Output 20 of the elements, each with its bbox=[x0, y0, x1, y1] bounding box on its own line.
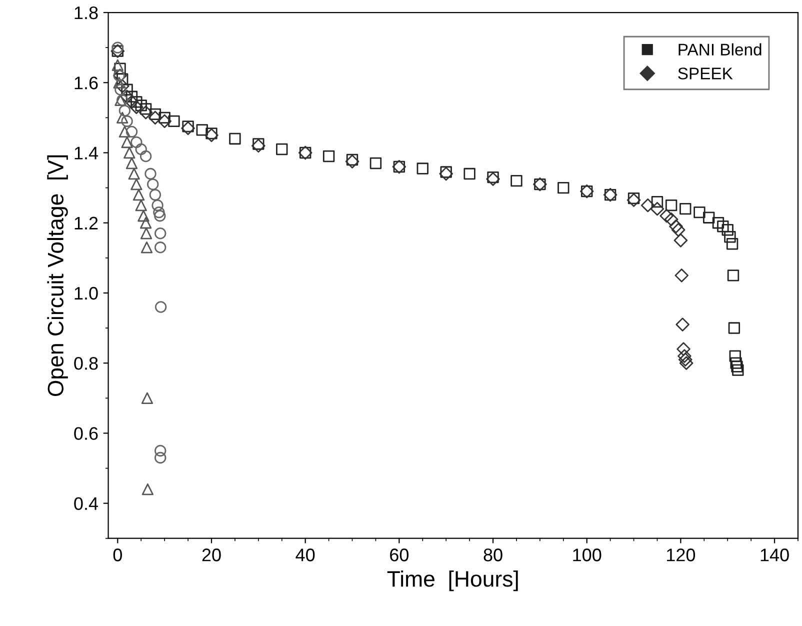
y-tick-label: 1.0 bbox=[74, 286, 98, 300]
y-tick-label: 0.8 bbox=[74, 357, 98, 370]
y-tick-label: 1.2 bbox=[74, 216, 98, 230]
x-tick-label: 20 bbox=[202, 548, 221, 562]
x-tick-label: 40 bbox=[296, 548, 315, 562]
x-axis-title: Time [Hours] bbox=[387, 570, 518, 592]
x-tick-label: 60 bbox=[390, 548, 409, 562]
x-tick-label: 0 bbox=[113, 548, 122, 562]
y-tick-label: 0.4 bbox=[74, 497, 98, 510]
legend-label: PANI Blend bbox=[678, 43, 762, 56]
y-tick-label: 1.4 bbox=[74, 146, 98, 160]
x-tick-label: 140 bbox=[760, 548, 789, 562]
y-tick-label: 1.6 bbox=[74, 76, 98, 90]
legend-label: SPEEK bbox=[678, 68, 733, 80]
y-tick-label: 0.6 bbox=[74, 427, 98, 440]
y-tick-label: 1.8 bbox=[74, 6, 98, 20]
x-tick-label: 120 bbox=[667, 548, 696, 562]
y-axis-title: Open Circuit Voltage [V] bbox=[47, 155, 68, 396]
x-tick-label: 80 bbox=[484, 548, 502, 562]
x-tick-label: 100 bbox=[573, 548, 602, 562]
